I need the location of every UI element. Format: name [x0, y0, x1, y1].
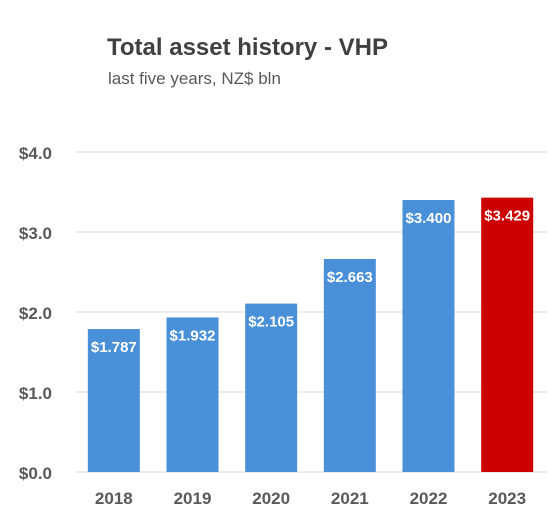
- bar: [245, 303, 298, 472]
- data-label: $3.429: [484, 208, 530, 225]
- x-tick-label: 2023: [488, 489, 526, 508]
- bar: [323, 258, 376, 472]
- y-tick-label: $2.0: [19, 304, 52, 323]
- chart-title: Total asset history - VHP: [107, 34, 388, 61]
- x-tick-label: 2022: [410, 489, 448, 508]
- data-label: $3.400: [406, 210, 452, 227]
- bar: [87, 329, 140, 472]
- bar: [481, 197, 534, 472]
- bar: [166, 317, 219, 472]
- x-tick-label: 2020: [252, 489, 290, 508]
- x-tick-label: 2021: [331, 489, 369, 508]
- y-tick-label: $1.0: [19, 384, 52, 403]
- y-tick-label: $3.0: [19, 224, 52, 243]
- y-tick-label: $4.0: [19, 144, 52, 163]
- chart-subtitle: last five years, NZ$ bln: [108, 69, 281, 88]
- bar: [402, 200, 455, 472]
- data-label: $1.787: [91, 339, 137, 356]
- y-tick-label: $0.0: [19, 464, 52, 483]
- x-tick-label: 2019: [174, 489, 212, 508]
- data-label: $2.105: [248, 314, 294, 331]
- data-label: $2.663: [327, 269, 373, 286]
- x-tick-label: 2018: [95, 489, 133, 508]
- data-label: $1.932: [170, 327, 216, 344]
